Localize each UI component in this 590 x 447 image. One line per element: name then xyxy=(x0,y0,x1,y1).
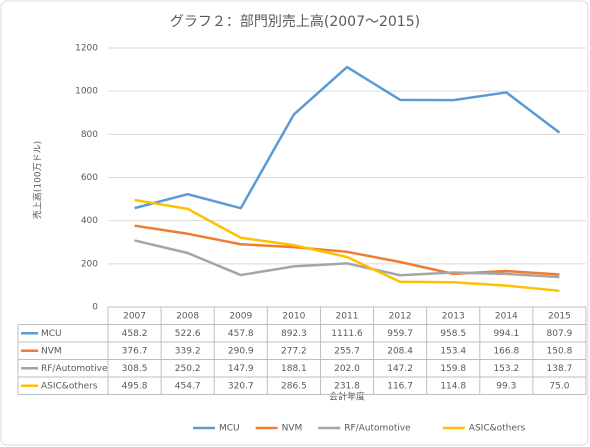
table-value: 286.5 xyxy=(281,381,307,391)
table-value: 202.0 xyxy=(334,364,360,374)
table-value: 277.2 xyxy=(281,346,307,356)
legend-label: NVM xyxy=(282,424,303,434)
x-tick-label: 2008 xyxy=(176,311,199,321)
chart-title: グラフ２：部門別売上高(2007～2015) xyxy=(170,13,420,30)
table-series-name: RF/Automotive xyxy=(41,364,108,374)
series-line xyxy=(134,239,560,279)
table-value: 308.5 xyxy=(122,364,148,374)
y-tick-label: 800 xyxy=(81,130,98,140)
x-tick-label: 2010 xyxy=(282,311,305,321)
x-tick-label: 2013 xyxy=(442,311,465,321)
table-value: 166.8 xyxy=(493,346,519,356)
table-value: 114.8 xyxy=(440,381,466,391)
table-value: 454.7 xyxy=(175,381,201,391)
y-tick-label: 400 xyxy=(81,216,98,226)
legend-label: MCU xyxy=(219,424,240,434)
table-value: 208.4 xyxy=(387,346,413,356)
table-value: 290.9 xyxy=(228,346,254,356)
table-value: 892.3 xyxy=(281,329,307,339)
table-value: 153.4 xyxy=(440,346,466,356)
table-value: 250.2 xyxy=(175,364,201,374)
table-value: 994.1 xyxy=(493,329,519,339)
x-tick-label: 2011 xyxy=(336,311,359,321)
table-series-name: MCU xyxy=(41,329,62,339)
table-value: 147.2 xyxy=(387,364,413,374)
x-tick-label: 2015 xyxy=(548,311,571,321)
table-value: 116.7 xyxy=(387,381,413,391)
table-value: 147.9 xyxy=(228,364,254,374)
table-value: 376.7 xyxy=(122,346,148,356)
legend-label: ASIC&others xyxy=(469,424,526,434)
series-line xyxy=(134,198,560,293)
table-value: 255.7 xyxy=(334,346,360,356)
table-value: 958.5 xyxy=(440,329,466,339)
table-value: 188.1 xyxy=(281,364,307,374)
y-tick-label: 200 xyxy=(81,259,98,269)
table-value: 75.0 xyxy=(549,381,569,391)
table-value: 1111.6 xyxy=(331,329,363,339)
x-tick-label: 2007 xyxy=(123,311,146,321)
table-value: 458.2 xyxy=(122,329,148,339)
table-value: 99.3 xyxy=(496,381,516,391)
table-series-name: NVM xyxy=(41,346,62,356)
y-tick-label: 0 xyxy=(92,303,98,313)
table-value: 959.7 xyxy=(387,329,413,339)
table-value: 339.2 xyxy=(175,346,201,356)
table-value: 522.6 xyxy=(175,329,201,339)
table-value: 495.8 xyxy=(122,381,148,391)
table-value: 457.8 xyxy=(228,329,254,339)
table-value: 138.7 xyxy=(547,364,573,374)
x-tick-label: 2014 xyxy=(495,311,518,321)
table-series-name: ASIC&others xyxy=(41,381,98,391)
legend-label: RF/Automotive xyxy=(344,424,411,434)
x-tick-label: 2012 xyxy=(389,311,412,321)
table-value: 807.9 xyxy=(547,329,573,339)
y-tick-label: 600 xyxy=(81,173,98,183)
table-value: 320.7 xyxy=(228,381,254,391)
table-value: 231.8 xyxy=(334,381,360,391)
table-value: 153.2 xyxy=(493,364,519,374)
table-value: 150.8 xyxy=(547,346,573,356)
x-tick-label: 2009 xyxy=(229,311,252,321)
series-line xyxy=(134,65,561,210)
series-line xyxy=(134,224,560,276)
y-axis-label: 売上高(100万ドル) xyxy=(32,141,44,219)
y-tick-label: 1000 xyxy=(75,87,98,97)
table-value: 159.8 xyxy=(440,364,466,374)
x-axis-label: 会計年度 xyxy=(329,391,365,403)
y-tick-label: 1200 xyxy=(75,44,98,54)
